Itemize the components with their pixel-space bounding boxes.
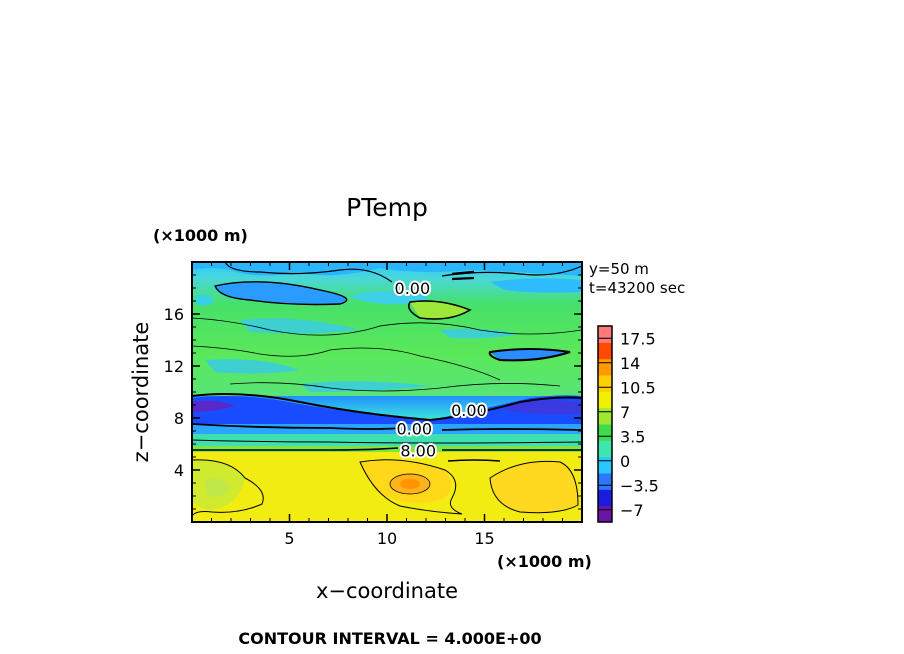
x-axis: 5 10 15 [211,262,563,548]
colorbar-swatch [598,358,612,376]
contour-label-halo: 8.00 [400,442,436,461]
contour-label: 8.00 [400,442,436,461]
colorbar-swatch [598,456,612,474]
colorbar-tick-label: 7 [620,403,630,422]
colorbar-tick-label: 0 [620,452,630,471]
x-axis-unit: (×1000 m) [497,552,592,571]
annotation-y: y=50 m [589,260,649,278]
colorbar-swatch [598,326,612,343]
contour-interval-note: CONTOUR INTERVAL = 4.000E+00 [238,629,541,648]
y-axis: 4 8 12 16 [164,274,582,510]
colorbar-swatch [598,473,612,490]
colorbar-tick-label: 3.5 [620,427,645,446]
colorbar-tick-label: 14 [620,354,640,373]
colorbar-tick-label: −7 [620,501,644,520]
colorbar-tick-label: 17.5 [620,329,656,348]
y-axis-unit: (×1000 m) [153,226,248,245]
contour-label: 0.00 [451,401,487,420]
y-tick-label: 12 [164,357,184,376]
x-tick-label: 10 [377,529,397,548]
chart-title: PTemp [346,193,428,222]
x-axis-label: x−coordinate [316,579,458,603]
contour-label: 0.00 [395,279,431,298]
colorbar-swatch [598,375,612,392]
colorbar: 17.5 14 10.5 7 3.5 0 −3.5 −7 [597,325,659,523]
colorbar-swatch [598,489,612,507]
contour-label-halo: 0.00 [395,279,431,298]
y-tick-label: 16 [164,305,184,324]
x-tick-label: 5 [284,529,294,548]
colorbar-swatch [598,424,612,441]
colorbar-tick-label: −3.5 [620,476,659,495]
colorbar-frame [597,325,613,523]
annotation-time: t=43200 sec [589,279,685,297]
contour-labels: 0.000.000.000.000.000.008.008.00 [393,277,489,463]
y-axis-label: z−coordinate [129,322,153,463]
colorbar-swatch [598,342,612,360]
field-layers [192,262,582,522]
colorbar-swatch [598,440,612,458]
x-tick-label: 15 [474,529,494,548]
contour-label-halo: 0.00 [451,401,487,420]
y-tick-label: 8 [174,409,184,428]
contour-label-halo: 0.00 [396,419,432,438]
colorbar-swatch [598,505,612,523]
colorbar-swatch [598,407,612,425]
y-tick-label: 4 [174,461,184,480]
colorbar-tick-label: 10.5 [620,378,656,397]
contour-label: 0.00 [396,419,432,438]
contour-lines [192,262,582,517]
colorbar-swatch [598,391,612,409]
